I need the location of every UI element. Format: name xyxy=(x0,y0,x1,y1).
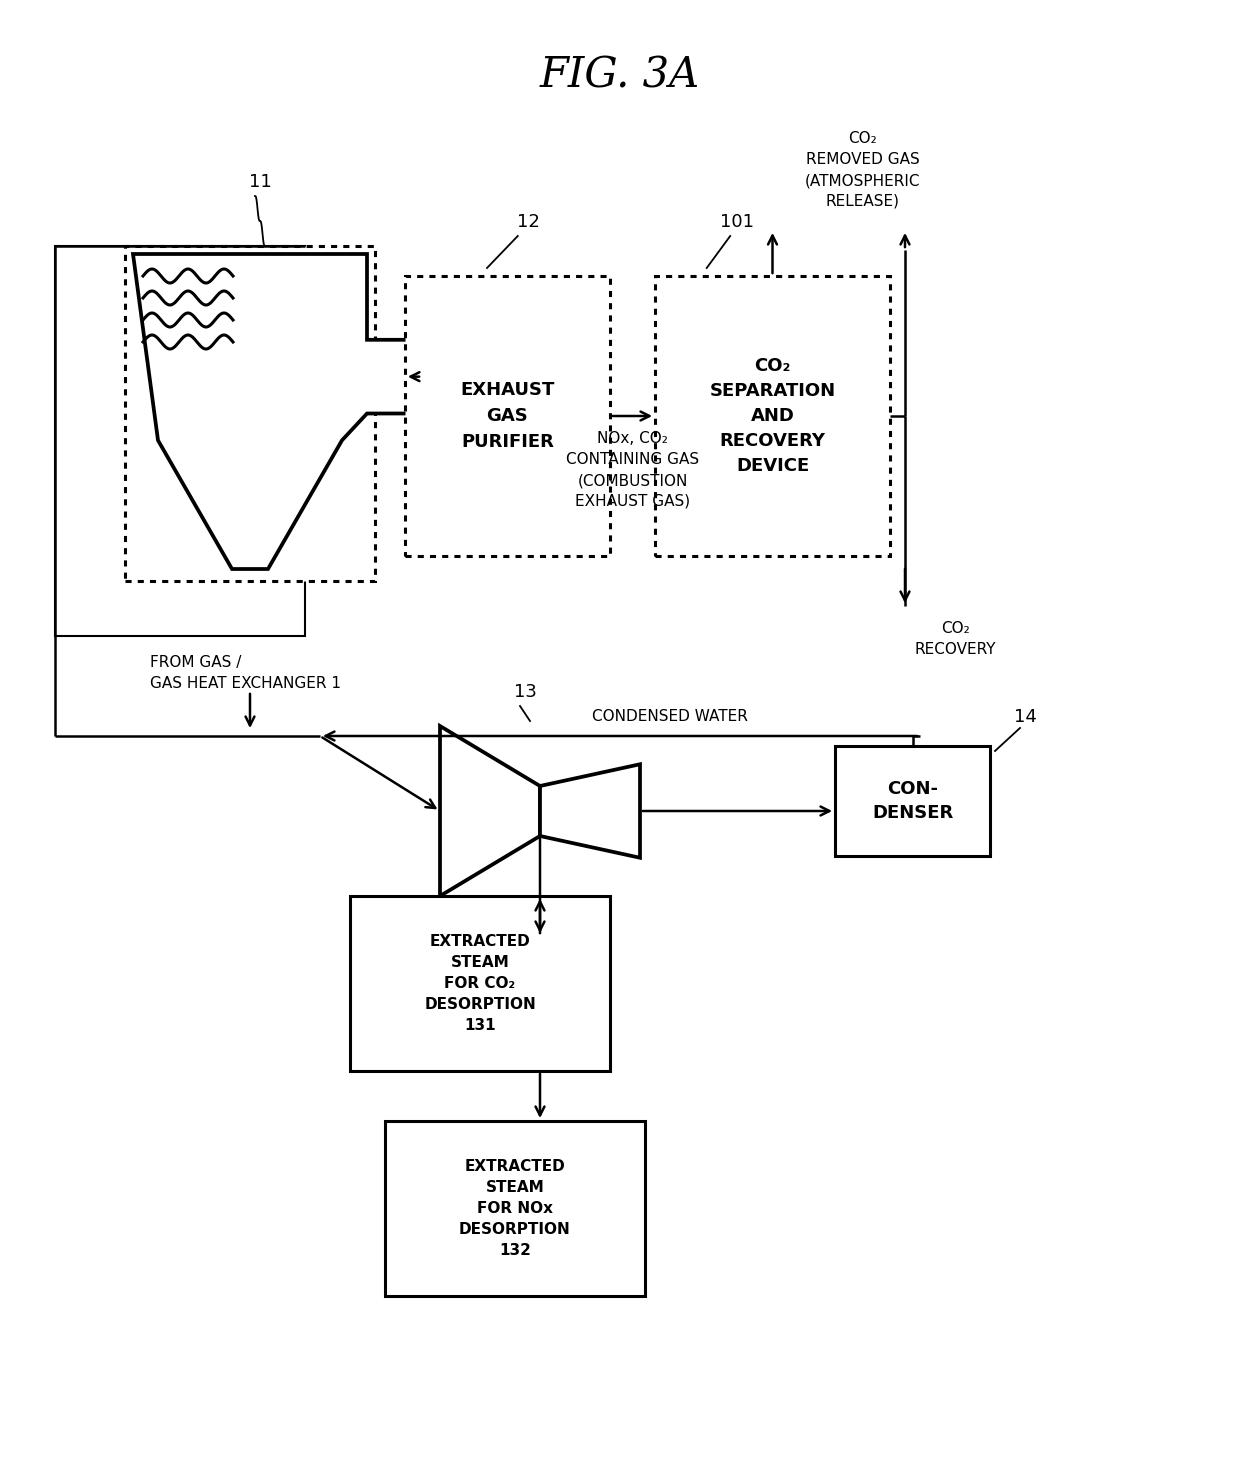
Bar xyxy=(655,276,890,556)
Text: EXTRACTED
STEAM
FOR NOx
DESORPTION
132: EXTRACTED STEAM FOR NOx DESORPTION 132 xyxy=(459,1160,570,1258)
Text: CO₂
SEPARATION
AND
RECOVERY
DEVICE: CO₂ SEPARATION AND RECOVERY DEVICE xyxy=(709,358,836,475)
Bar xyxy=(405,276,610,556)
Bar xyxy=(55,246,305,636)
Text: 14: 14 xyxy=(1013,708,1037,726)
Text: EXTRACTED
STEAM
FOR CO₂
DESORPTION
131: EXTRACTED STEAM FOR CO₂ DESORPTION 131 xyxy=(424,934,536,1034)
Text: 13: 13 xyxy=(513,683,537,701)
Text: CON-
DENSER: CON- DENSER xyxy=(872,780,954,822)
Polygon shape xyxy=(440,726,539,896)
Polygon shape xyxy=(539,764,640,858)
Text: CONDENSED WATER: CONDENSED WATER xyxy=(591,710,748,724)
Text: 11: 11 xyxy=(249,173,272,191)
Text: 101: 101 xyxy=(720,213,754,232)
Text: CO₂
REMOVED GAS
(ATMOSPHERIC
RELEASE): CO₂ REMOVED GAS (ATMOSPHERIC RELEASE) xyxy=(805,130,920,210)
Text: FIG. 3A: FIG. 3A xyxy=(539,54,701,95)
Text: NOx, CO₂
CONTAINING GAS
(COMBUSTION
EXHAUST GAS): NOx, CO₂ CONTAINING GAS (COMBUSTION EXHA… xyxy=(565,431,699,509)
Polygon shape xyxy=(133,254,422,569)
Bar xyxy=(384,1121,645,1296)
Bar xyxy=(350,896,610,1072)
Text: CO₂
RECOVERY: CO₂ RECOVERY xyxy=(914,622,996,657)
Text: FROM GAS /
GAS HEAT EXCHANGER 1: FROM GAS / GAS HEAT EXCHANGER 1 xyxy=(150,655,341,690)
Bar xyxy=(835,746,990,856)
Text: 12: 12 xyxy=(517,213,539,232)
Bar xyxy=(125,246,374,581)
Text: EXHAUST
GAS
PURIFIER: EXHAUST GAS PURIFIER xyxy=(460,381,554,452)
